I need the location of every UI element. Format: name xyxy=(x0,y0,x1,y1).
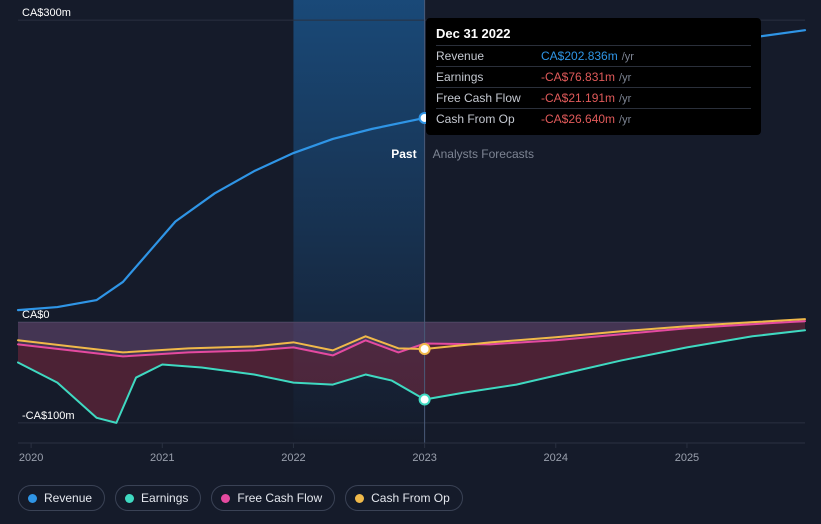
tooltip-metric-value: -CA$76.831m xyxy=(541,70,615,84)
legend-swatch xyxy=(125,494,134,503)
legend-label: Cash From Op xyxy=(371,491,450,505)
y-axis-tick-label: -CA$100m xyxy=(22,410,75,422)
legend-swatch xyxy=(28,494,37,503)
tooltip-row: RevenueCA$202.836m/yr xyxy=(436,45,751,66)
tooltip-metric-value: -CA$26.640m xyxy=(541,112,615,126)
tooltip-metric-value: -CA$21.191m xyxy=(541,91,615,105)
tooltip-metric-label: Cash From Op xyxy=(436,112,541,126)
hover-tooltip: Dec 31 2022 RevenueCA$202.836m/yrEarning… xyxy=(426,18,761,135)
tooltip-date: Dec 31 2022 xyxy=(436,26,751,41)
x-axis-tick-label: 2022 xyxy=(281,452,305,464)
legend-toggle-free_cash_flow[interactable]: Free Cash Flow xyxy=(211,485,335,511)
tooltip-metric-label: Earnings xyxy=(436,70,541,84)
y-axis-tick-label: CA$300m xyxy=(22,7,71,19)
legend-label: Free Cash Flow xyxy=(237,491,322,505)
legend: Revenue Earnings Free Cash Flow Cash From O… xyxy=(18,485,463,511)
legend-swatch xyxy=(355,494,364,503)
legend-toggle-earnings[interactable]: Earnings xyxy=(115,485,201,511)
tooltip-metric-unit: /yr xyxy=(619,72,631,84)
tooltip-metric-unit: /yr xyxy=(619,93,631,105)
marker-cash_from_op xyxy=(420,344,430,354)
tooltip-row: Cash From Op-CA$26.640m/yr xyxy=(436,108,751,129)
tooltip-metric-unit: /yr xyxy=(619,114,631,126)
label-forecast: Analysts Forecasts xyxy=(433,147,534,161)
legend-label: Earnings xyxy=(141,491,188,505)
tooltip-row: Earnings-CA$76.831m/yr xyxy=(436,66,751,87)
legend-toggle-revenue[interactable]: Revenue xyxy=(18,485,105,511)
x-axis-tick-label: 2024 xyxy=(544,452,568,464)
marker-earnings xyxy=(420,395,430,405)
label-past: Past xyxy=(391,147,416,161)
tooltip-metric-unit: /yr xyxy=(622,51,634,63)
y-axis-tick-label: CA$0 xyxy=(22,309,50,321)
x-axis-tick-label: 2021 xyxy=(150,452,174,464)
chart-container: -CA$100m CA$0 CA$300m Past Analysts Forecast… xyxy=(0,0,821,524)
tooltip-metric-value: CA$202.836m xyxy=(541,49,618,63)
tooltip-metric-label: Free Cash Flow xyxy=(436,91,541,105)
legend-swatch xyxy=(221,494,230,503)
tooltip-row: Free Cash Flow-CA$21.191m/yr xyxy=(436,87,751,108)
x-axis-tick-label: 2025 xyxy=(675,452,699,464)
legend-toggle-cash_from_op[interactable]: Cash From Op xyxy=(345,485,463,511)
tooltip-metric-label: Revenue xyxy=(436,49,541,63)
x-axis-tick-label: 2023 xyxy=(412,452,436,464)
x-axis-tick-label: 2020 xyxy=(19,452,43,464)
legend-label: Revenue xyxy=(44,491,92,505)
